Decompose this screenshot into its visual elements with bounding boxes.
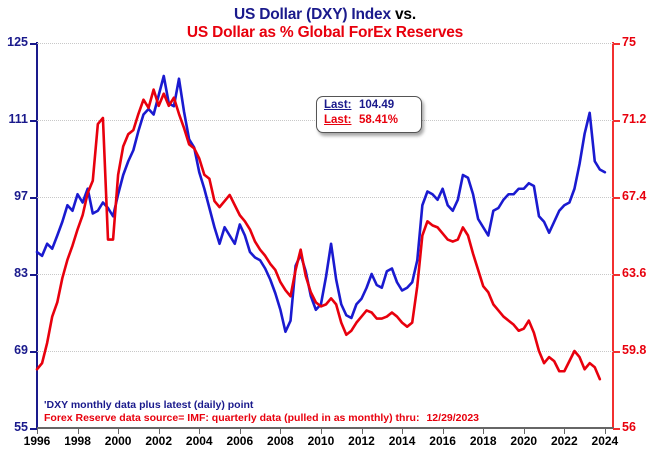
bottom-tick-2018	[483, 428, 485, 434]
left-tick-97	[30, 197, 37, 199]
left-tick-111	[30, 120, 37, 122]
x-axis-label-2020: 2020	[510, 434, 538, 448]
x-axis-label-2024: 2024	[591, 434, 619, 448]
left-axis-label-97: 97	[14, 189, 28, 203]
right-tick-63.6	[613, 274, 620, 276]
footnote-reserves-date: 12/29/2023	[426, 412, 480, 424]
gridline-83	[37, 274, 613, 275]
x-axis-label-2000: 2000	[104, 434, 132, 448]
right-axis-line	[612, 42, 614, 429]
x-axis-label-2004: 2004	[185, 434, 213, 448]
right-axis-label-63.6: 63.6	[622, 266, 647, 280]
bottom-tick-2020	[523, 428, 525, 434]
gridline-69	[37, 351, 613, 352]
x-axis-label-2018: 2018	[469, 434, 497, 448]
right-axis-label-71.2: 71.2	[622, 112, 647, 126]
left-tick-69	[30, 351, 37, 353]
x-axis-label-1998: 1998	[64, 434, 91, 448]
x-axis-label-2010: 2010	[307, 434, 335, 448]
right-tick-67.4	[613, 197, 620, 199]
left-axis-label-125: 125	[7, 35, 28, 49]
right-tick-75	[613, 43, 620, 45]
right-axis-label-59.8: 59.8	[622, 343, 647, 357]
bottom-tick-2008	[280, 428, 282, 434]
x-axis-label-1996: 1996	[23, 434, 51, 448]
bottom-tick-2016	[442, 428, 444, 434]
bottom-axis-line	[37, 427, 614, 429]
series-line-reserves	[35, 88, 602, 381]
x-axis-label-2014: 2014	[388, 434, 416, 448]
bottom-tick-1998	[77, 428, 79, 434]
bottom-tick-1996	[37, 428, 38, 434]
footnote-dxy: 'DXY monthly data plus latest (daily) po…	[44, 399, 254, 411]
left-axis-label-69: 69	[14, 343, 28, 357]
legend-row-reserves: Last: 58.41%	[324, 114, 398, 130]
bottom-tick-2000	[118, 428, 120, 434]
left-axis-label-83: 83	[14, 266, 28, 280]
legend-dxy-value: 104.49	[359, 99, 395, 111]
footnote-reserves-text: Forex Reserve data source= IMF: quarterl…	[44, 412, 420, 424]
right-tick-71.2	[613, 120, 620, 122]
right-axis-label-75: 75	[622, 35, 636, 49]
left-tick-55	[30, 428, 37, 430]
left-tick-125	[30, 43, 37, 45]
bottom-tick-2002	[158, 428, 160, 434]
gridline-125	[37, 43, 613, 44]
right-axis-label-67.4: 67.4	[622, 189, 647, 203]
left-axis-label-111: 111	[8, 112, 28, 126]
bottom-tick-2022	[564, 428, 566, 434]
right-tick-59.8	[613, 351, 620, 353]
right-tick-56	[613, 428, 620, 430]
legend-reserves-key: Last:	[324, 114, 352, 126]
x-axis-label-2008: 2008	[267, 434, 294, 448]
x-axis-label-2006: 2006	[226, 434, 254, 448]
bottom-tick-2012	[361, 428, 363, 434]
bottom-tick-2024	[604, 428, 606, 434]
bottom-tick-2004	[199, 428, 201, 434]
legend-row-dxy: Last: 104.49	[324, 99, 394, 115]
x-axis-label-2002: 2002	[145, 434, 173, 448]
x-axis-label-2012: 2012	[348, 434, 375, 448]
legend-dxy-key: Last:	[324, 99, 352, 111]
footnote-reserves: Forex Reserve data source= IMF: quarterl…	[44, 412, 479, 424]
left-tick-83	[30, 274, 37, 276]
bottom-tick-2014	[402, 428, 404, 434]
left-axis-label-55: 55	[14, 420, 28, 434]
x-axis-label-2022: 2022	[550, 434, 578, 448]
last-value-legend-box: Last: 104.49 Last: 58.41%	[316, 96, 422, 133]
left-axis-line	[36, 42, 38, 429]
series-line-dxy	[35, 74, 607, 334]
bottom-tick-2006	[239, 428, 241, 434]
legend-reserves-value: 58.41%	[359, 114, 399, 126]
gridline-97	[37, 197, 613, 198]
bottom-tick-2010	[320, 428, 322, 434]
right-axis-label-56: 56	[622, 420, 636, 434]
x-axis-label-2016: 2016	[429, 434, 456, 448]
